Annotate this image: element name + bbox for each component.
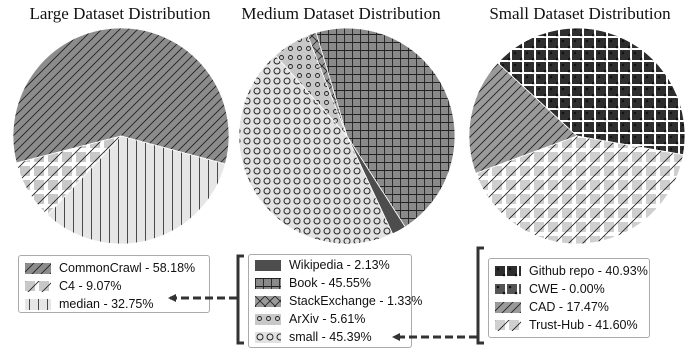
legend-swatch [495, 301, 521, 313]
legend-swatch [255, 277, 281, 289]
legend-entry: CAD - 17.47% [489, 298, 609, 316]
pie-slice-median [46, 135, 226, 245]
legend-entry: Wikipedia - 2.13% [249, 256, 390, 274]
legend-label: StackExchange - 1.33% [289, 294, 423, 308]
legend-large: CommonCrawl - 58.18% C4 - 9.07% median - 3… [18, 255, 210, 313]
pie-slice-trust-hub [475, 135, 684, 245]
pie-large [12, 27, 230, 245]
legend-entry: Trust-Hub - 41.60% [489, 316, 638, 334]
legend-label: CWE - 0.00% [529, 282, 605, 296]
chart-title-small: Small Dataset Distribution [489, 4, 671, 23]
pie-slice-book [315, 27, 456, 228]
legend-label: Trust-Hub - 41.60% [529, 318, 638, 332]
legend-swatch [495, 283, 521, 295]
legend-swatch [255, 313, 281, 325]
legend-label: ArXiv - 5.61% [289, 312, 366, 326]
legend-label: small - 45.39% [289, 330, 372, 344]
legend-swatch [255, 259, 281, 271]
legend-entry: median - 32.75% [19, 295, 154, 313]
legend-label: CAD - 17.47% [529, 300, 609, 314]
legend-swatch [495, 265, 521, 277]
legend-swatch [25, 262, 51, 274]
legend-entry: C4 - 9.07% [19, 277, 122, 295]
bracket-medium [236, 254, 244, 345]
pie-small [468, 27, 686, 245]
pie-slice-small [238, 54, 394, 245]
legend-label: median - 32.75% [59, 297, 154, 311]
legend-label: Book - 45.55% [289, 276, 371, 290]
legend-entry: Github repo - 40.93% [489, 262, 648, 280]
legend-entry: CommonCrawl - 58.18% [19, 259, 195, 277]
chart-title-medium: Medium Dataset Distribution [241, 4, 441, 23]
legend-entry: ArXiv - 5.61% [249, 310, 365, 328]
bracket-small [476, 246, 484, 345]
legend-swatch [255, 295, 281, 307]
legend-label: C4 - 9.07% [59, 279, 122, 293]
legend-swatch [255, 331, 281, 343]
chart-title-large: Large Dataset Distribution [29, 4, 211, 23]
legend-label: CommonCrawl - 58.18% [59, 261, 196, 275]
legend-swatch [495, 319, 521, 331]
legend-entry: small - 45.39% [249, 328, 372, 346]
pie-slice-commoncrawl [12, 27, 230, 165]
legend-label: Github repo - 40.93% [529, 264, 648, 278]
legend-small: Github repo - 40.93% CWE - 0.00% CAD - 17.… [488, 258, 650, 338]
legend-entry: StackExchange - 1.33% [249, 292, 422, 310]
legend-entry: CWE - 0.00% [489, 280, 605, 298]
legend-swatch [25, 280, 51, 292]
legend-label: Wikipedia - 2.13% [289, 258, 390, 272]
legend-swatch [25, 298, 51, 310]
legend-medium: Wikipedia - 2.13% Book - 45.55% StackExcha… [248, 254, 422, 348]
legend-entry: Book - 45.55% [249, 274, 371, 292]
pie-slice-github-repo [497, 27, 686, 156]
pie-medium [238, 27, 456, 245]
